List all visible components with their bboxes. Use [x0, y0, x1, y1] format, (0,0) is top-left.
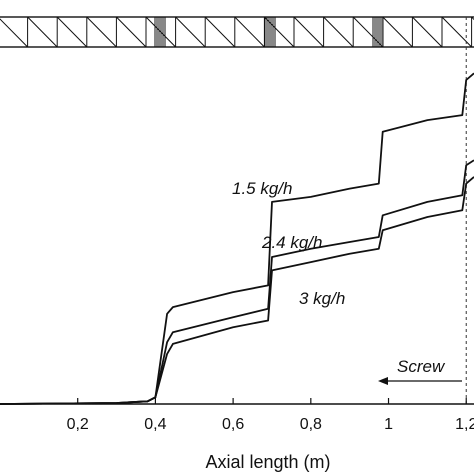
screw-flight	[116, 16, 147, 48]
series-label-2-4: 2.4 kg/h	[261, 233, 323, 252]
series-line-0	[0, 72, 474, 405]
series-layer	[0, 72, 474, 405]
screw-arrow-head	[378, 377, 388, 385]
x-tick-label: 0,4	[144, 416, 166, 433]
x-axis-title: Axial length (m)	[205, 452, 330, 472]
screw-flight	[175, 16, 206, 48]
screw-flight	[412, 16, 443, 48]
screw-flight	[293, 16, 324, 48]
screw-diagram	[0, 16, 474, 48]
screw-flight	[0, 18, 28, 48]
x-tick-label: 1	[384, 416, 393, 433]
screw-flight	[323, 16, 354, 48]
screw-flight	[204, 16, 236, 48]
screw-outline	[0, 16, 474, 48]
series-line-2	[0, 176, 474, 405]
x-tick-label: 0,6	[222, 416, 244, 433]
x-tick-label: 1,2	[455, 416, 474, 433]
screw-flight	[56, 16, 88, 48]
screw-flight	[352, 16, 384, 48]
screw-flight	[234, 16, 265, 48]
screw-flight	[382, 16, 413, 48]
series-label-1-5: 1.5 kg/h	[232, 179, 293, 198]
series-label-3: 3 kg/h	[299, 289, 345, 308]
x-tick-label: 0,8	[300, 416, 322, 433]
screw-label: Screw	[397, 357, 446, 376]
screw-flight	[86, 16, 117, 48]
screw-flight	[441, 16, 472, 48]
x-tick-label: 0,2	[67, 416, 89, 433]
screw-flight	[27, 16, 58, 48]
